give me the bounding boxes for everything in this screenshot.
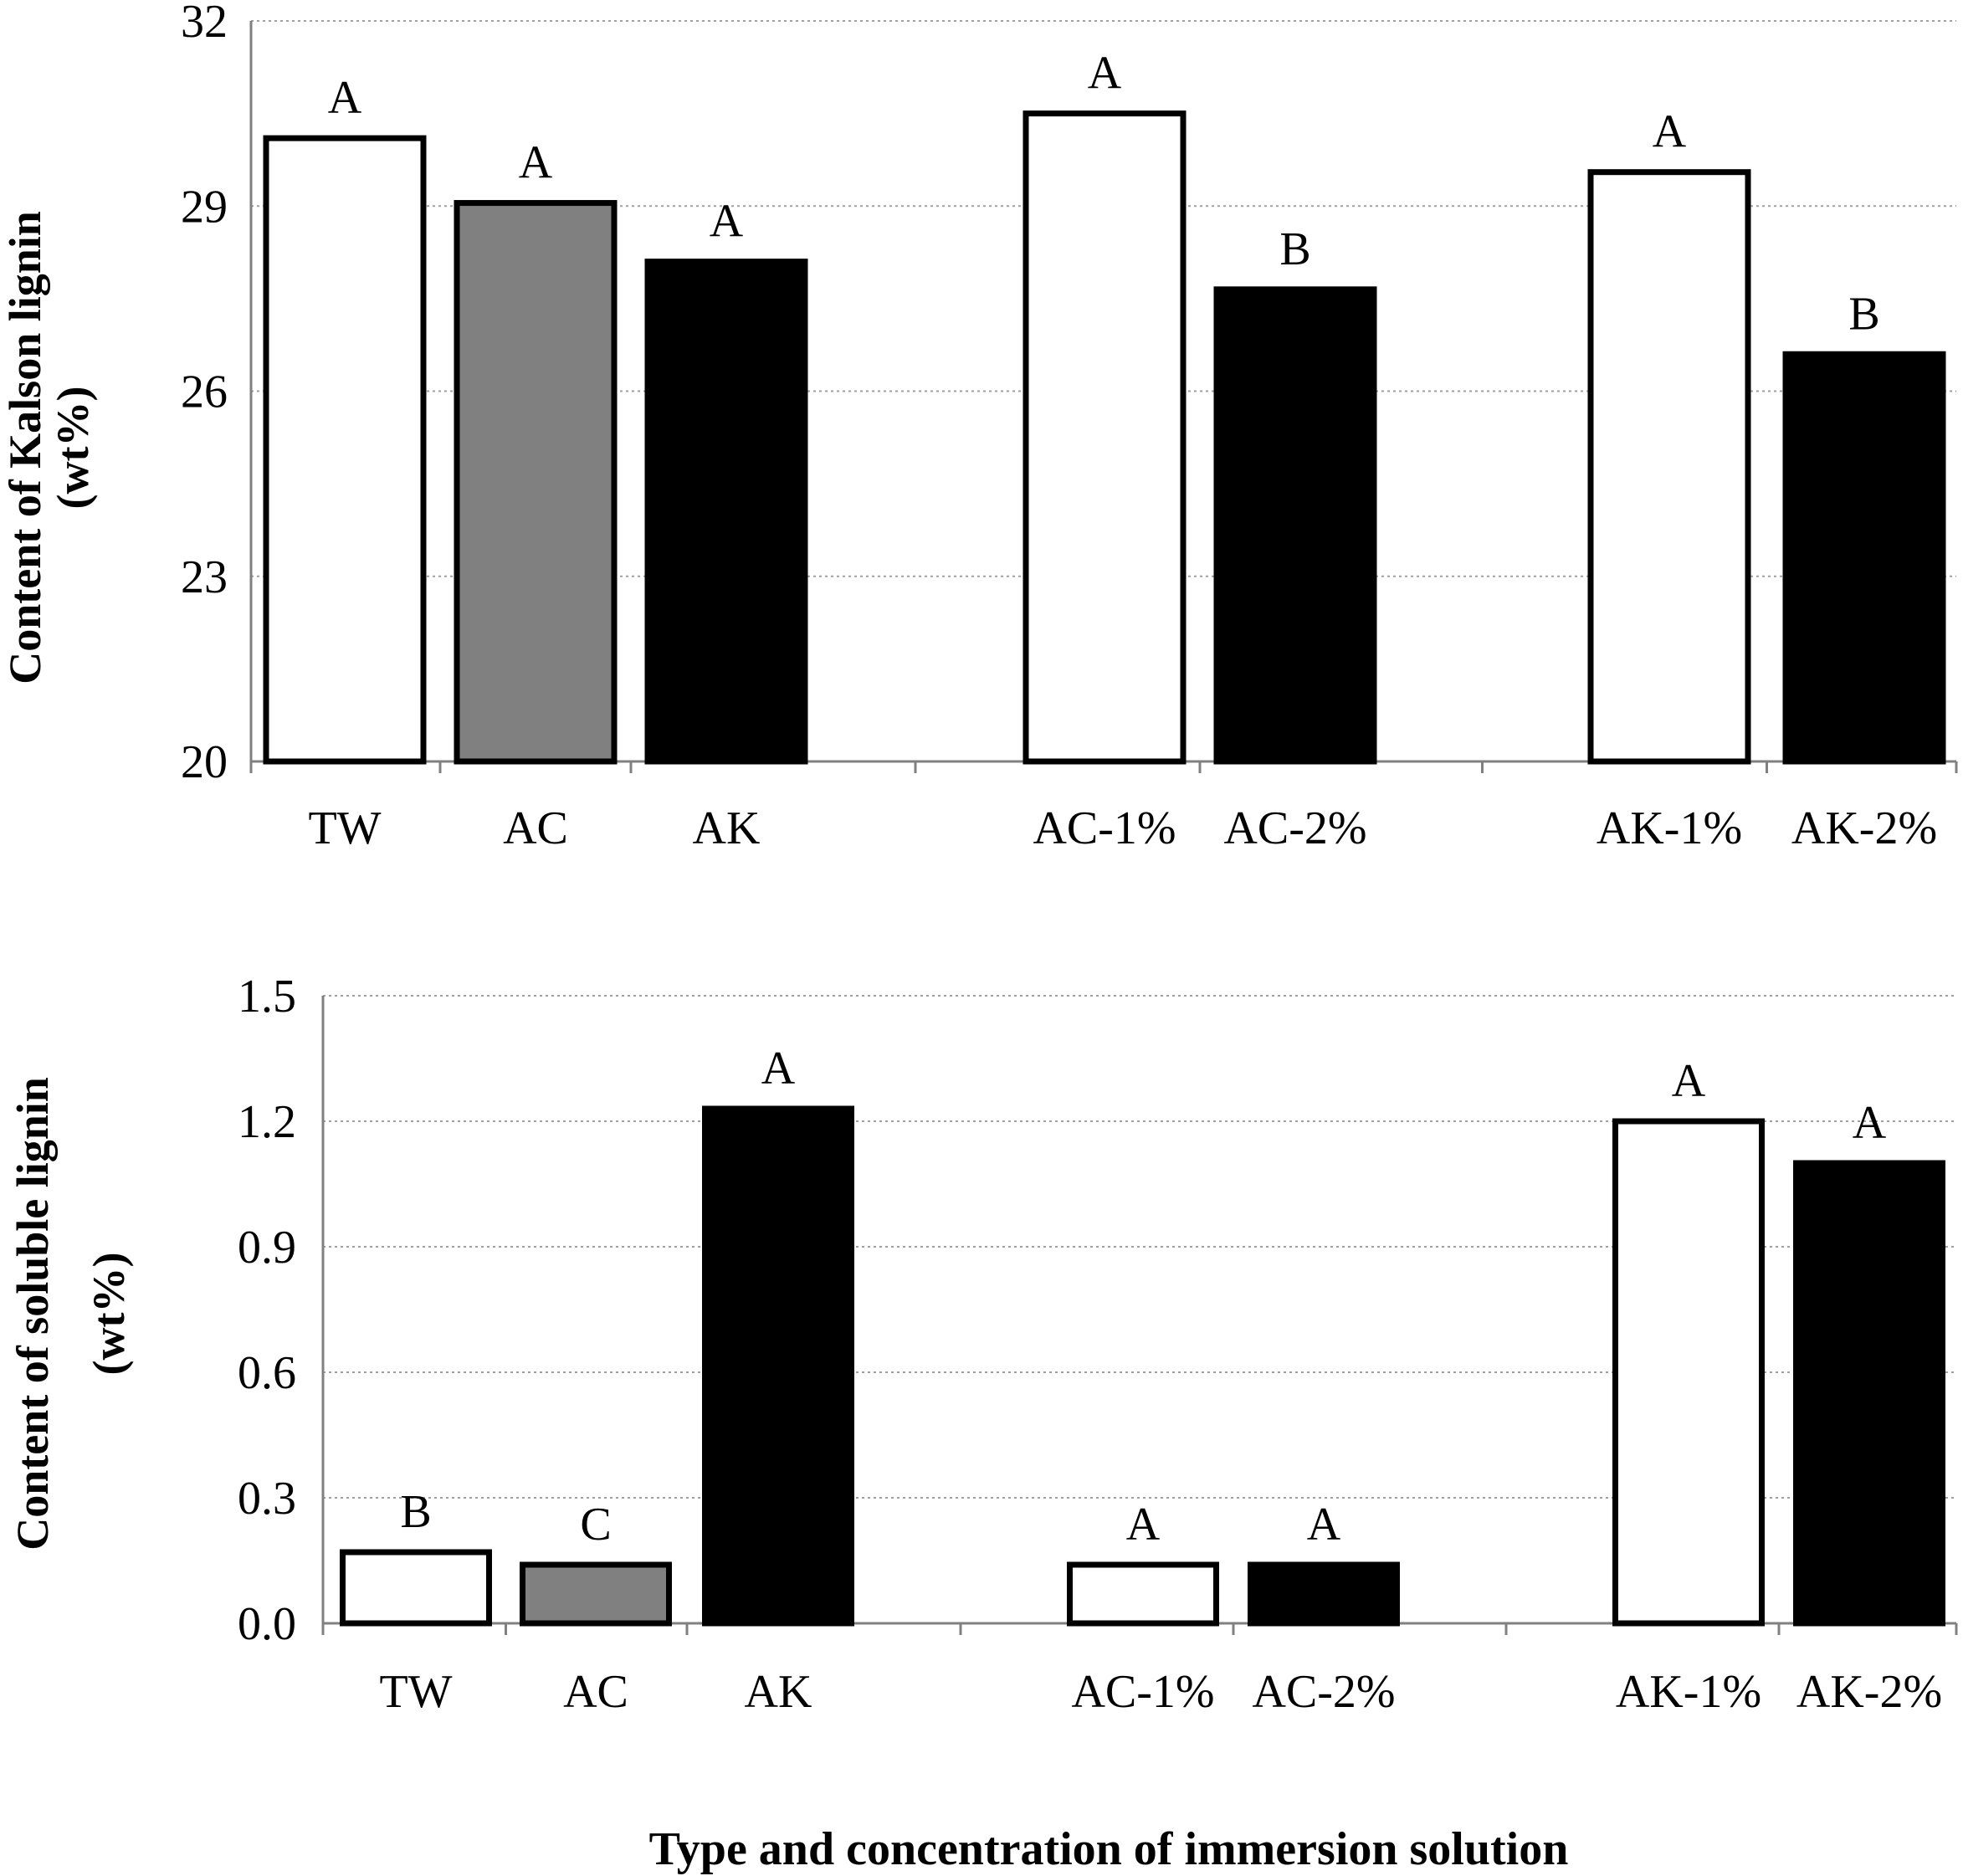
x-tick-label: AC-1% <box>1071 1666 1214 1718</box>
x-tick-label: AK-1% <box>1616 1666 1761 1718</box>
y-tick-label: 0.9 <box>238 1222 296 1274</box>
y-axis-title: Content of soluble lignin <box>8 1077 58 1551</box>
x-tick-label: AK <box>693 802 761 854</box>
significance-letter: A <box>519 137 553 189</box>
y-tick-label: 26 <box>181 366 228 418</box>
bar <box>263 135 427 765</box>
bar <box>644 259 808 765</box>
significance-letter: B <box>1848 288 1879 340</box>
x-tick-label: AK-2% <box>1791 802 1937 854</box>
bar <box>1612 1118 1765 1627</box>
y-axis-title: (wt%) <box>84 1253 134 1376</box>
bar <box>1782 351 1946 765</box>
significance-letter: C <box>580 1499 611 1551</box>
bar <box>1248 1561 1400 1627</box>
y-tick-label: 1.5 <box>238 971 296 1023</box>
y-axis-title: Content of Kalson lignin <box>0 211 50 684</box>
bar <box>1587 169 1751 765</box>
y-tick-label: 32 <box>181 0 228 48</box>
x-tick-label: AK <box>745 1666 812 1718</box>
x-tick-label: AC <box>563 1666 628 1718</box>
bar <box>520 1561 672 1627</box>
significance-letter: A <box>1307 1499 1341 1551</box>
significance-letter: A <box>710 196 744 248</box>
significance-letter: A <box>328 72 362 124</box>
x-tick-label: TW <box>308 802 381 854</box>
significance-letter: A <box>1653 106 1687 158</box>
x-tick-label: AK-1% <box>1597 802 1742 854</box>
bar <box>1213 286 1377 765</box>
soluble-lignin-chart: 0.0 0.3 0.6 0.9 1.2 1.5 B TW C AC A AK A AC-1% A AC-2% A… <box>8 971 1958 1718</box>
x-tick-label: AC <box>503 802 568 854</box>
kalson-lignin-chart: 20 23 26 29 32 A TW A AC A AK A AC-1% B AC-2% A AK-1% B AK… <box>0 0 1958 854</box>
y-tick-label: 0.6 <box>238 1347 296 1399</box>
bar <box>1793 1160 1945 1627</box>
y-tick-label: 29 <box>181 181 228 233</box>
bar <box>454 200 618 765</box>
y-tick-label: 0.3 <box>238 1473 296 1525</box>
y-tick-label: 1.2 <box>238 1096 296 1148</box>
bar <box>340 1549 492 1627</box>
x-tick-label: AK-2% <box>1796 1666 1942 1718</box>
x-axis-title: Type and concentration of immersion solu… <box>649 1823 1569 1875</box>
x-tick-label: AC-2% <box>1223 802 1366 854</box>
significance-letter: A <box>1126 1499 1161 1551</box>
y-tick-label: 0.0 <box>238 1598 296 1650</box>
y-tick-label: 23 <box>181 551 228 603</box>
significance-letter: A <box>1853 1097 1887 1149</box>
y-axis-title: (wt%) <box>48 387 98 510</box>
significance-letter: A <box>761 1043 796 1094</box>
x-tick-label: AC-2% <box>1252 1666 1395 1718</box>
x-tick-label: AC-1% <box>1033 802 1176 854</box>
bar <box>1067 1561 1219 1627</box>
bar <box>702 1105 854 1627</box>
significance-letter: B <box>400 1486 431 1538</box>
y-tick-label: 20 <box>181 736 228 788</box>
significance-letter: B <box>1279 223 1310 275</box>
significance-letter: A <box>1088 48 1122 100</box>
bar <box>1023 110 1187 765</box>
significance-letter: A <box>1672 1055 1706 1107</box>
x-tick-label: TW <box>379 1666 452 1718</box>
